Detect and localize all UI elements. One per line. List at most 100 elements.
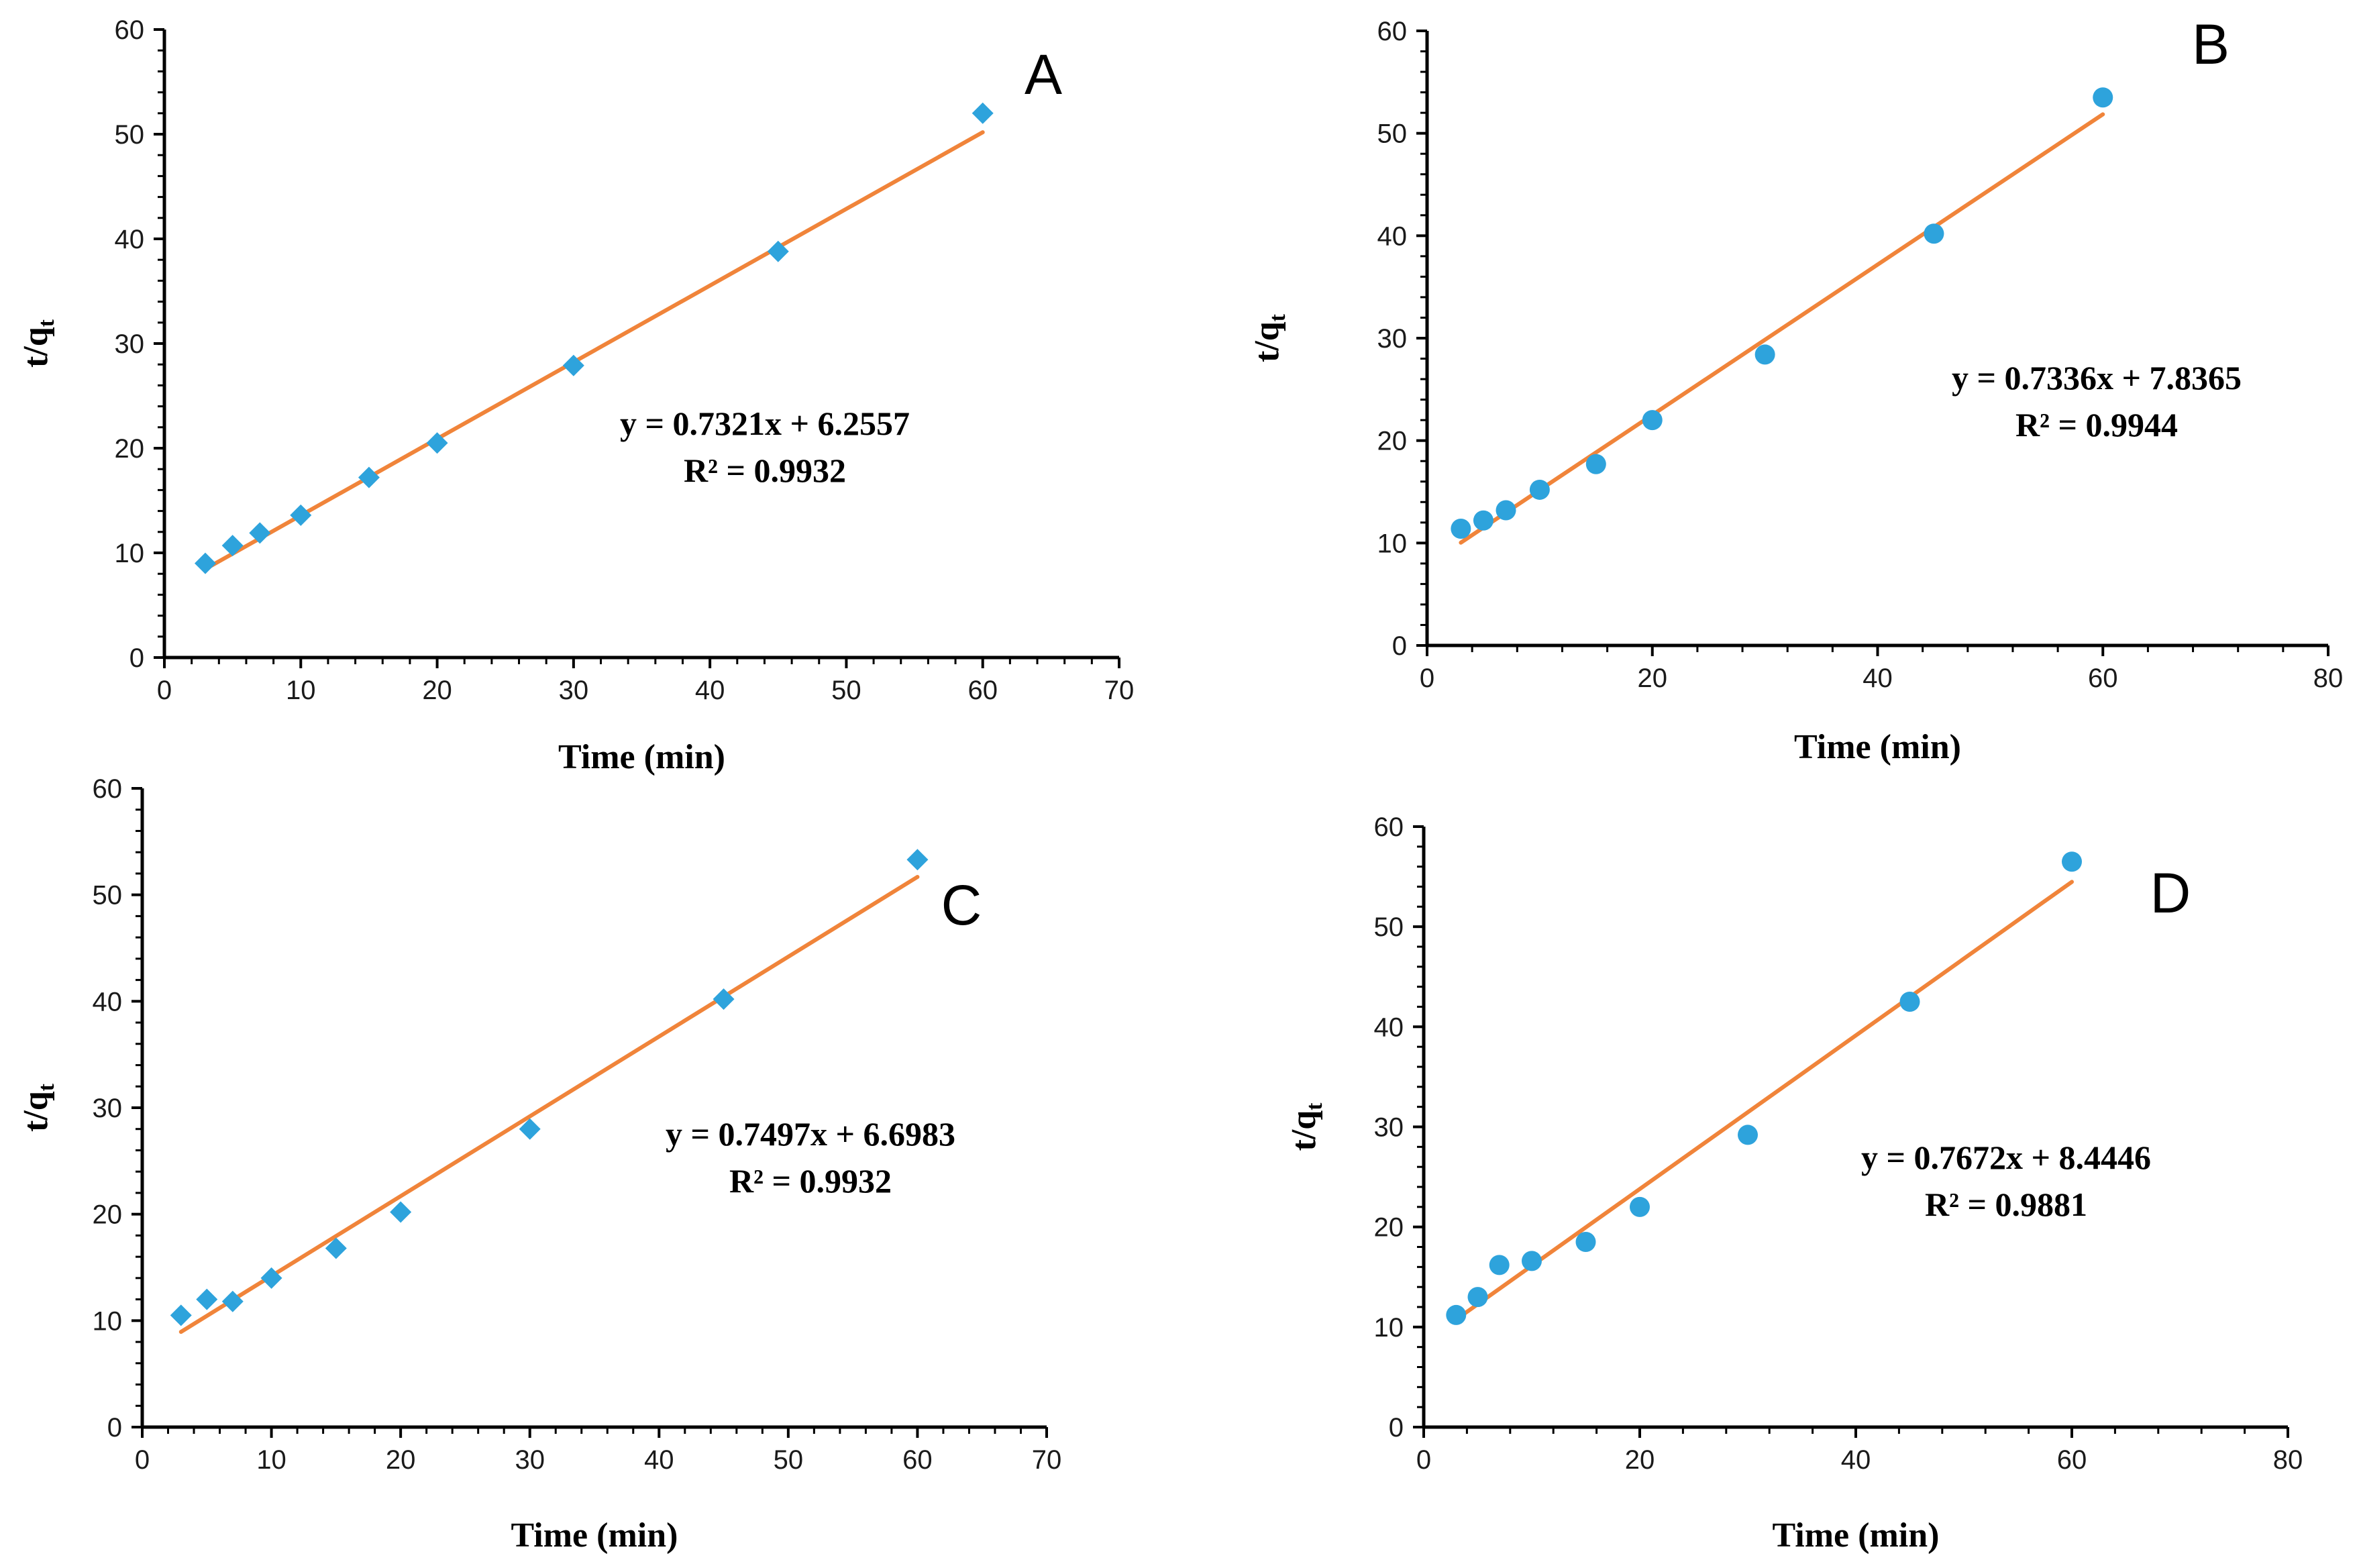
trendline-r-squared: R² = 0.9944: [2015, 406, 2178, 443]
x-tick-label: 10: [256, 1445, 286, 1475]
x-tick-label: 70: [1104, 676, 1135, 705]
data-point: [519, 1118, 541, 1140]
panel-label: D: [2150, 861, 2191, 925]
x-tick-label: 20: [422, 676, 452, 705]
data-point: [1446, 1304, 1467, 1325]
data-point: [390, 1201, 412, 1223]
x-tick-label: 30: [515, 1445, 545, 1475]
data-point: [562, 354, 584, 376]
trendline: [1454, 880, 2074, 1322]
data-point: [2062, 851, 2082, 872]
trendline-equation: y = 0.7336x + 7.8365: [1952, 359, 2242, 397]
y-axis-title: t/qt: [17, 1083, 59, 1132]
y-axis-title: t/qt: [1248, 313, 1290, 362]
y-tick-label: 60: [1377, 17, 1408, 46]
y-axis-title: t/qt: [1285, 1102, 1327, 1151]
y-axis-title-subscript: t: [34, 319, 59, 327]
x-tick-label: 60: [967, 676, 998, 705]
trendline: [178, 875, 920, 1335]
data-point: [2093, 87, 2113, 108]
x-tick-label: 40: [1841, 1445, 1871, 1475]
data-point: [1630, 1196, 1650, 1217]
x-tick-label: 40: [644, 1445, 674, 1475]
x-tick-label: 30: [559, 676, 589, 705]
x-tick-label: 10: [286, 676, 316, 705]
y-tick-label: 60: [1374, 813, 1404, 842]
x-tick-label: 0: [157, 676, 172, 705]
data-point: [1754, 344, 1775, 365]
y-tick-label: 20: [1374, 1213, 1404, 1243]
x-tick-label: 50: [831, 676, 861, 705]
y-tick-label: 10: [1374, 1313, 1404, 1343]
chart-panel-a: 0 10 20 30 40 50 60 70 0 10 20 30 40 50 60 Time (min) t/…: [17, 15, 1134, 776]
x-axis-title: Time (min): [558, 738, 725, 776]
y-tick-label: 40: [1377, 221, 1408, 251]
x-tick-label: 80: [2273, 1445, 2303, 1475]
x-axis-title: Time (min): [1794, 728, 1961, 766]
y-axis-title-subscript: t: [1265, 313, 1290, 321]
data-point: [358, 466, 380, 488]
trendline: [1459, 112, 2105, 545]
data-point: [249, 522, 271, 544]
data-point: [1489, 1255, 1510, 1275]
y-tick-label: 10: [1377, 529, 1408, 558]
data-point: [906, 849, 929, 871]
y-tick-label: 50: [1374, 912, 1404, 942]
y-tick-label: 20: [1377, 427, 1408, 456]
chart-panel-b: 0 20 40 60 80 0 10 20 30 40 50 60 Time (min) t/qt y = …: [1248, 13, 2343, 766]
panel-label: C: [941, 874, 982, 937]
y-tick-label: 60: [93, 774, 123, 804]
data-point: [221, 535, 244, 557]
x-tick-label: 20: [1638, 664, 1668, 693]
x-tick-label: 0: [1420, 664, 1434, 693]
data-point: [972, 102, 994, 124]
trendline-equation: y = 0.7672x + 8.4446: [1861, 1139, 2151, 1176]
trendline-equation: y = 0.7497x + 6.6983: [666, 1115, 955, 1153]
trendline-r-squared: R² = 0.9932: [729, 1162, 892, 1200]
chart-panel-c: 0 10 20 30 40 50 60 70 0 10 20 30 40 50 60 Time (min) t/…: [17, 774, 1061, 1555]
x-tick-label: 50: [774, 1445, 804, 1475]
data-point: [1529, 479, 1550, 500]
data-point: [1473, 510, 1493, 531]
data-point: [260, 1267, 282, 1289]
data-point: [170, 1304, 192, 1326]
panel-label: A: [1025, 43, 1062, 106]
y-tick-label: 30: [1377, 324, 1408, 354]
x-axis-title: Time (min): [1773, 1516, 1940, 1555]
x-tick-label: 40: [695, 676, 725, 705]
data-point: [1924, 223, 1944, 244]
trendline: [203, 130, 985, 572]
y-tick-label: 10: [115, 539, 145, 568]
x-tick-label: 20: [1625, 1445, 1655, 1475]
y-tick-label: 0: [129, 643, 144, 673]
data-point: [1575, 1232, 1596, 1253]
x-tick-label: 0: [135, 1445, 150, 1475]
x-axis-title: Time (min): [511, 1516, 678, 1555]
data-point: [713, 988, 735, 1010]
data-point: [767, 240, 789, 262]
y-tick-label: 50: [93, 881, 123, 910]
y-tick-label: 50: [1377, 119, 1408, 149]
y-tick-label: 20: [115, 434, 145, 464]
y-tick-label: 30: [1374, 1113, 1404, 1143]
data-point: [1467, 1287, 1488, 1308]
x-tick-label: 80: [2313, 664, 2344, 693]
trendline-equation: y = 0.7321x + 6.2557: [620, 405, 910, 442]
x-tick-label: 20: [386, 1445, 416, 1475]
trendline-r-squared: R² = 0.9932: [684, 452, 846, 489]
y-tick-label: 40: [115, 225, 145, 254]
data-point: [1899, 992, 1920, 1012]
y-tick-label: 10: [93, 1306, 123, 1336]
data-point: [1738, 1125, 1758, 1145]
data-point: [194, 552, 216, 574]
data-point: [1642, 410, 1663, 431]
y-axis-title-subscript: t: [34, 1083, 59, 1091]
y-tick-label: 0: [1389, 1413, 1404, 1443]
x-tick-label: 70: [1032, 1445, 1062, 1475]
y-tick-label: 30: [115, 329, 145, 359]
x-tick-label: 60: [902, 1445, 933, 1475]
data-point: [221, 1290, 244, 1312]
y-tick-label: 40: [93, 987, 123, 1016]
data-point: [290, 504, 312, 526]
